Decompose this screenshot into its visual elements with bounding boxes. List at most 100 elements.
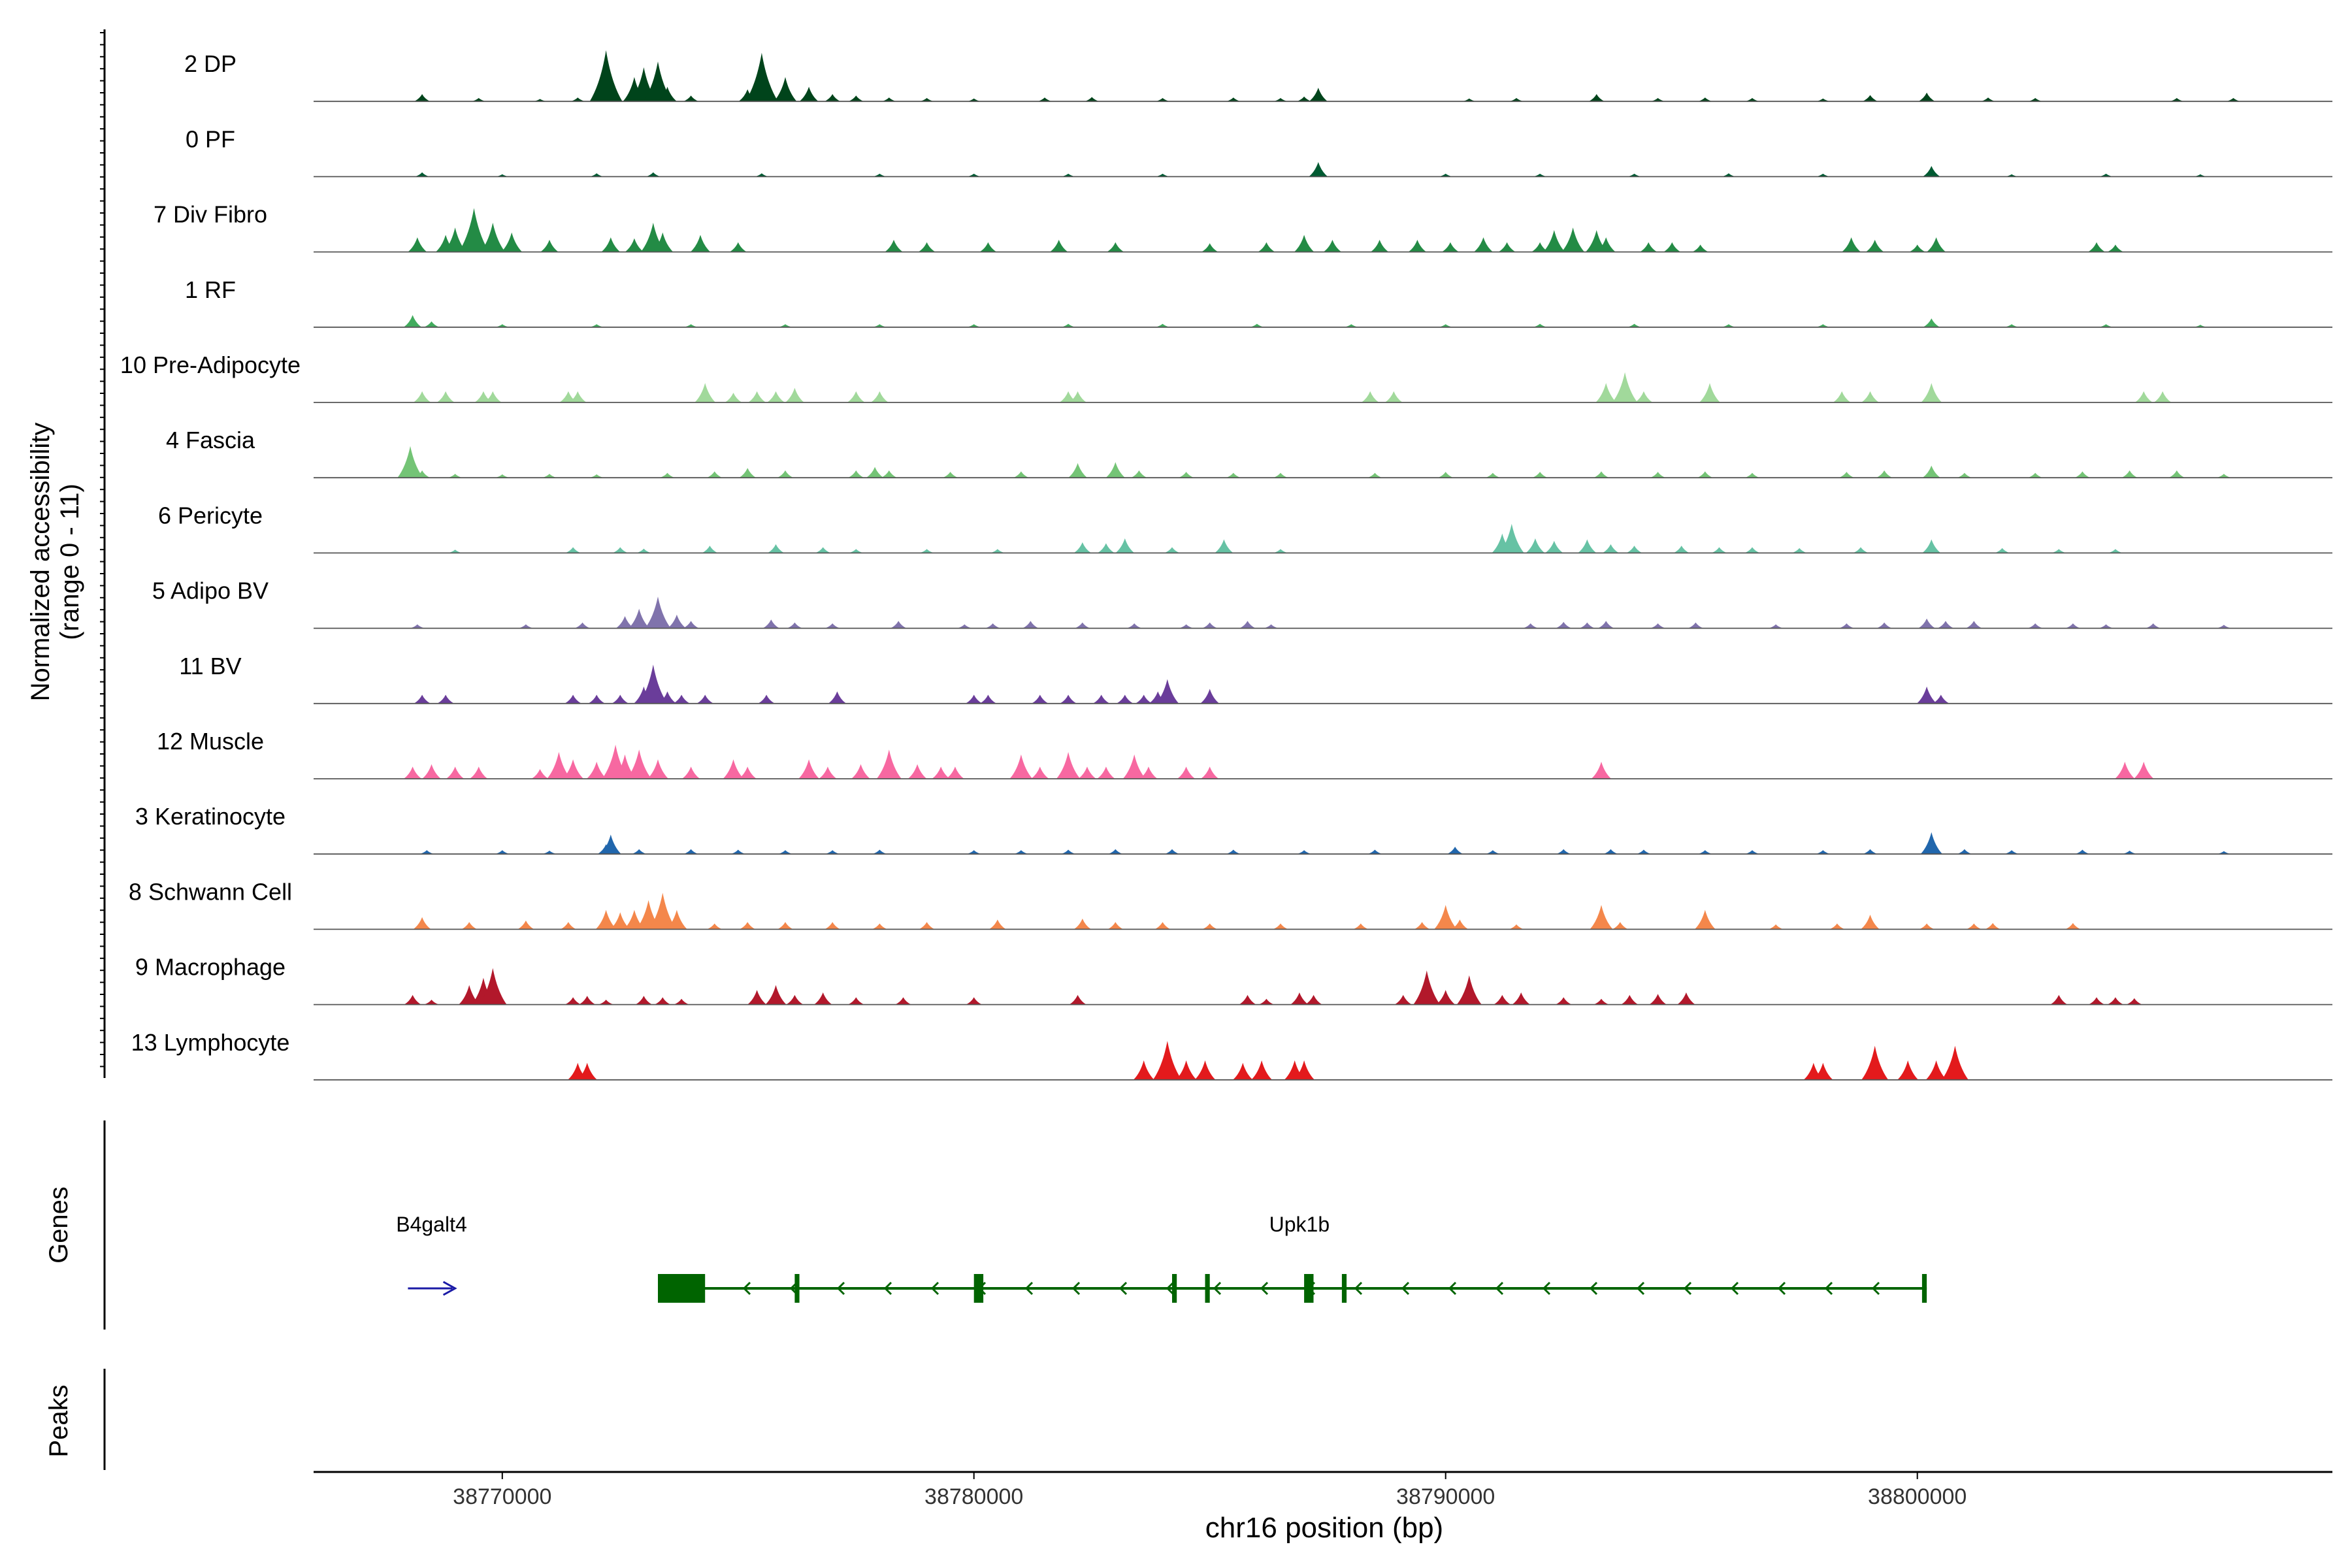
coverage-peak xyxy=(729,242,747,252)
coverage-peak xyxy=(2168,470,2185,478)
coverage-peak xyxy=(706,471,723,478)
gene-label: Upk1b xyxy=(1269,1213,1330,1236)
coverage-peak xyxy=(638,664,668,704)
coverage-peak xyxy=(1995,547,2010,553)
coverage-peak xyxy=(1485,472,1501,478)
coverage-peak xyxy=(1744,547,1760,553)
coverage-peak xyxy=(2153,391,2172,402)
coverage-peak xyxy=(1853,547,1869,553)
coverage-peak xyxy=(1107,849,1123,855)
coverage-peak xyxy=(2107,244,2124,252)
coverage-peak xyxy=(1233,1062,1253,1080)
coverage-peak xyxy=(408,237,427,252)
exon xyxy=(1921,1274,1927,1303)
coverage-peak xyxy=(1545,540,1563,553)
track-label: 13 Lymphocyte xyxy=(131,1029,290,1056)
coverage-peak xyxy=(1816,98,1831,102)
coverage-peak xyxy=(564,997,581,1005)
track-label: 4 Fascia xyxy=(166,427,255,453)
coverage-peak xyxy=(588,694,605,704)
coverage-peak xyxy=(683,324,698,327)
strand-arrow xyxy=(1071,1281,1081,1296)
coverage-peak xyxy=(1009,754,1033,779)
coverage-peak xyxy=(531,769,549,779)
exon xyxy=(1304,1274,1314,1303)
coverage-peak xyxy=(1744,98,1759,102)
y-axis-label-line2: (range 0 - 11) xyxy=(56,483,84,640)
coverage-peak xyxy=(1498,242,1516,252)
exon xyxy=(973,1274,984,1303)
coverage-peak xyxy=(1531,242,1549,252)
coverage-peak xyxy=(1384,391,1403,402)
coverage-peak xyxy=(1697,471,1713,478)
coverage-peak xyxy=(1239,621,1256,629)
coverage-peak xyxy=(589,324,604,327)
coverage-peak xyxy=(1636,849,1652,855)
coverage-peak xyxy=(1816,324,1831,327)
coverage-peak xyxy=(2169,98,2184,102)
coverage-peak xyxy=(777,470,794,478)
coverage-peak xyxy=(2216,474,2232,478)
genes-track-label: Genes xyxy=(44,1186,73,1264)
coverage-peak xyxy=(730,849,746,855)
coverage-peak xyxy=(681,766,700,779)
track-label: 12 Muscle xyxy=(157,728,264,755)
coverage-peak xyxy=(1590,905,1613,930)
coverage-peak xyxy=(1367,849,1382,855)
coverage-peak xyxy=(1813,1062,1833,1080)
strand-arrow xyxy=(1777,1281,1786,1296)
coverage-peak xyxy=(683,621,699,629)
coverage-peak xyxy=(966,98,981,102)
coverage-peak xyxy=(825,850,840,855)
coverage-peak xyxy=(1201,243,1218,252)
track: 2 DP xyxy=(184,50,2332,103)
coverage-peak xyxy=(577,1062,597,1080)
coverage-peak xyxy=(1966,621,1982,629)
coverage-peak xyxy=(2193,325,2208,327)
coverage-peak xyxy=(1156,679,1179,704)
coverage-peak xyxy=(872,923,888,930)
coverage-peak xyxy=(966,997,982,1005)
track: 4 Fascia xyxy=(166,427,2332,479)
coverage-peak xyxy=(2134,391,2153,402)
coverage-peak xyxy=(1649,994,1667,1005)
coverage-peak xyxy=(2088,242,2105,252)
coverage-peak xyxy=(1133,1060,1154,1080)
coverage-peak xyxy=(658,691,677,704)
coverage-peak xyxy=(1650,98,1665,102)
coverage-peak xyxy=(1816,850,1831,855)
coverage-peak xyxy=(1069,391,1086,402)
strand-arrow xyxy=(1495,1281,1504,1296)
coverage-peak xyxy=(1264,624,1279,629)
coverage-peak xyxy=(881,470,897,478)
coverage-peak xyxy=(1061,323,1076,327)
coverage-peak xyxy=(990,549,1005,553)
coverage-peak xyxy=(1925,1060,1947,1080)
coverage-peak xyxy=(1699,383,1720,402)
coverage-peak xyxy=(1050,240,1068,252)
strand-arrow xyxy=(1260,1281,1269,1296)
track: 13 Lymphocyte xyxy=(131,1029,2332,1081)
coverage-peak xyxy=(1273,472,1288,478)
track-label: 6 Pericyte xyxy=(158,502,263,529)
coverage-peak xyxy=(1838,623,1854,629)
coverage-peak xyxy=(1097,766,1115,779)
coverage-peak xyxy=(448,474,463,478)
coverage-peak xyxy=(1966,923,1982,930)
coverage-peak xyxy=(739,468,757,478)
coverage-peak xyxy=(1226,97,1241,102)
coverage-peak xyxy=(1861,915,1880,930)
coverage-peak xyxy=(1451,919,1469,930)
coverage-peak xyxy=(694,383,716,402)
exon xyxy=(1205,1274,1210,1303)
coverage-peak xyxy=(1602,544,1620,553)
coverage-peak xyxy=(1494,994,1511,1005)
coverage-peak xyxy=(872,324,887,327)
track: 9 Macrophage xyxy=(135,954,2332,1005)
coverage-peak xyxy=(814,992,832,1005)
coverage-peak xyxy=(1768,924,1784,930)
coverage-peak xyxy=(403,766,422,779)
coverage-peak xyxy=(1597,621,1614,629)
coverage-peak xyxy=(723,759,744,779)
coverage-peak xyxy=(683,95,699,102)
